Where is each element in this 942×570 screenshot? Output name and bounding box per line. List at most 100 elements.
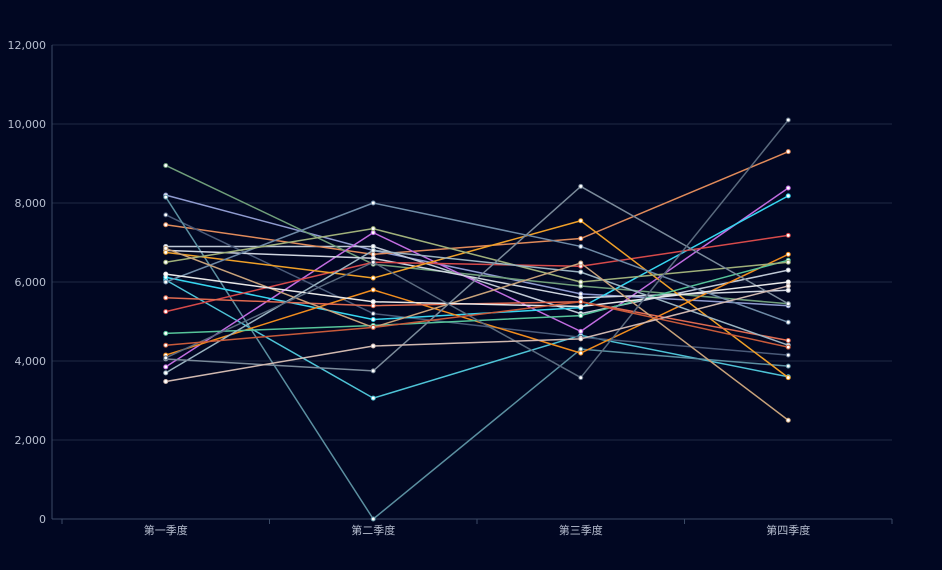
series-line: [165, 220, 789, 379]
data-point[interactable]: [163, 245, 169, 251]
data-point[interactable]: [578, 291, 584, 297]
data-point[interactable]: [370, 299, 376, 305]
data-point[interactable]: [578, 328, 584, 334]
data-point[interactable]: [163, 295, 169, 301]
data-point[interactable]: [578, 260, 584, 266]
data-point[interactable]: [370, 230, 376, 236]
data-point[interactable]: [785, 283, 791, 289]
data-point[interactable]: [578, 375, 584, 381]
data-point[interactable]: [163, 379, 169, 385]
series-line: [165, 196, 789, 520]
y-tick-label: 2,000: [15, 434, 47, 447]
series-2: [163, 243, 791, 317]
data-point[interactable]: [785, 344, 791, 350]
data-point[interactable]: [578, 303, 584, 309]
series-line: [165, 227, 789, 283]
series-line: [165, 249, 789, 374]
data-point[interactable]: [370, 287, 376, 293]
data-point[interactable]: [785, 375, 791, 381]
x-tick-label: 第二季度: [351, 523, 395, 537]
data-point[interactable]: [370, 226, 376, 232]
data-point[interactable]: [578, 295, 584, 301]
data-point[interactable]: [370, 275, 376, 281]
data-point[interactable]: [578, 313, 584, 319]
data-point[interactable]: [785, 417, 791, 423]
series-23: [163, 283, 791, 385]
data-point[interactable]: [370, 243, 376, 249]
data-point[interactable]: [785, 251, 791, 257]
data-point[interactable]: [163, 162, 169, 168]
series-line: [165, 249, 789, 299]
series-line: [165, 202, 789, 323]
x-tick-label: 第一季度: [144, 523, 188, 537]
series-line: [165, 214, 789, 356]
x-tick-label: 第四季度: [766, 523, 810, 537]
data-point[interactable]: [785, 319, 791, 325]
data-point[interactable]: [578, 283, 584, 289]
data-point[interactable]: [785, 301, 791, 307]
data-point[interactable]: [785, 267, 791, 273]
data-point[interactable]: [578, 350, 584, 356]
data-point[interactable]: [163, 194, 169, 200]
data-point[interactable]: [785, 352, 791, 358]
data-point[interactable]: [578, 299, 584, 305]
data-point[interactable]: [578, 183, 584, 189]
series-8: [163, 185, 791, 370]
series-6: [163, 212, 791, 358]
data-point[interactable]: [163, 222, 169, 228]
data-point[interactable]: [370, 368, 376, 374]
data-point[interactable]: [578, 346, 584, 352]
data-point[interactable]: [785, 279, 791, 285]
data-point[interactable]: [785, 337, 791, 343]
data-point[interactable]: [370, 317, 376, 323]
data-point[interactable]: [163, 342, 169, 348]
series-line: [165, 285, 789, 383]
y-tick-label: 10,000: [8, 118, 47, 131]
data-point[interactable]: [370, 303, 376, 309]
data-point[interactable]: [578, 218, 584, 224]
data-point[interactable]: [370, 343, 376, 349]
data-point[interactable]: [785, 259, 791, 265]
series-line: [165, 195, 789, 321]
series-13: [163, 251, 791, 358]
series-line: [165, 245, 789, 315]
data-point[interactable]: [163, 370, 169, 376]
series-line: [165, 247, 789, 421]
data-point[interactable]: [785, 232, 791, 238]
y-tick-label: 12,000: [8, 39, 47, 52]
data-point[interactable]: [370, 255, 376, 261]
data-point[interactable]: [163, 364, 169, 370]
data-point[interactable]: [163, 212, 169, 218]
data-point[interactable]: [785, 287, 791, 293]
data-point[interactable]: [163, 279, 169, 285]
data-point[interactable]: [785, 185, 791, 191]
data-point[interactable]: [163, 271, 169, 277]
data-point[interactable]: [785, 363, 791, 369]
data-point[interactable]: [785, 149, 791, 155]
x-tick-label: 第三季度: [559, 523, 603, 537]
data-point[interactable]: [370, 311, 376, 317]
data-point[interactable]: [163, 259, 169, 265]
data-point[interactable]: [370, 200, 376, 206]
data-point[interactable]: [370, 395, 376, 401]
data-point[interactable]: [163, 309, 169, 315]
data-point[interactable]: [785, 193, 791, 199]
data-point[interactable]: [578, 243, 584, 249]
data-point[interactable]: [370, 247, 376, 253]
data-point[interactable]: [163, 330, 169, 336]
data-point[interactable]: [163, 249, 169, 255]
data-point[interactable]: [163, 355, 169, 361]
data-point[interactable]: [785, 117, 791, 123]
data-point[interactable]: [578, 236, 584, 242]
data-point[interactable]: [370, 516, 376, 522]
data-point[interactable]: [578, 279, 584, 285]
data-point[interactable]: [578, 269, 584, 275]
data-point[interactable]: [578, 336, 584, 342]
data-point[interactable]: [370, 251, 376, 257]
series-line: [165, 279, 789, 399]
y-tick-label: 0: [39, 513, 46, 526]
data-point[interactable]: [370, 324, 376, 330]
series-line: [165, 119, 789, 379]
data-point[interactable]: [370, 259, 376, 265]
series-9: [163, 193, 791, 323]
